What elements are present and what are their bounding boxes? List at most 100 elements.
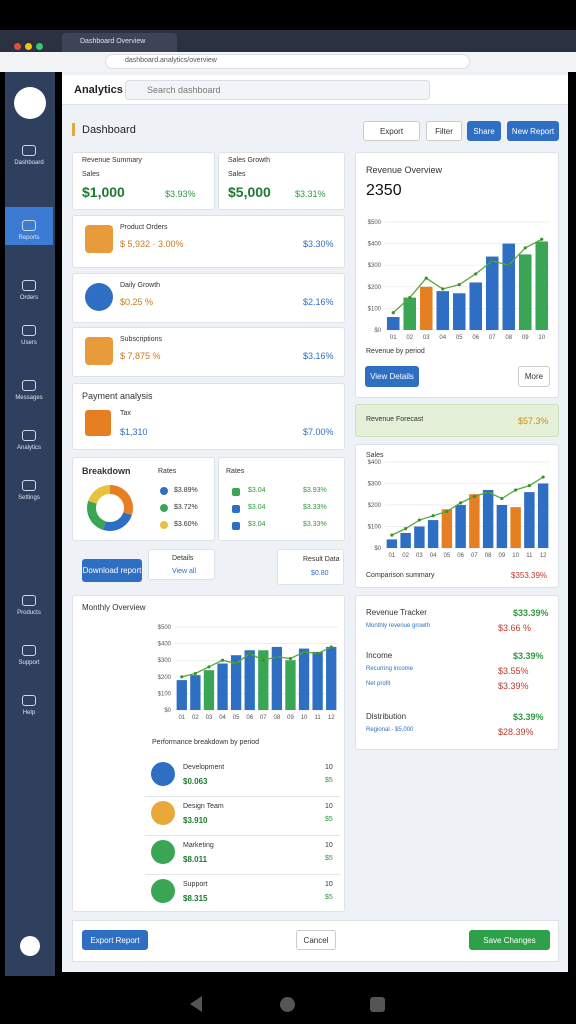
nav-icon — [22, 595, 36, 606]
card — [72, 595, 345, 912]
payment-value: $1,310 — [120, 427, 148, 437]
card — [72, 215, 345, 268]
card — [72, 273, 345, 323]
item-title: Product Orders — [120, 224, 168, 231]
rates-title: Rates — [158, 468, 177, 475]
card — [148, 549, 215, 580]
chart-caption: Revenue by period — [366, 348, 425, 355]
item-title: Daily Growth — [120, 282, 161, 289]
person-count: 10 — [325, 803, 333, 810]
tab — [62, 33, 177, 52]
icon — [85, 410, 111, 436]
tracker-sub-value: $28.39% — [498, 727, 534, 737]
help-btn[interactable] — [20, 936, 40, 956]
nav-item[interactable]: Messages — [15, 395, 43, 401]
nav-icon — [22, 430, 36, 441]
card — [72, 152, 215, 210]
nav-item[interactable]: Orders — [19, 295, 39, 301]
button[interactable]: Export — [363, 121, 420, 141]
stat-value: $1,000 — [82, 184, 125, 200]
details-link: View all — [172, 568, 196, 575]
url-field — [105, 54, 470, 69]
chart-caption: Comparison summary — [366, 572, 435, 579]
button[interactable]: New Report — [507, 121, 559, 141]
tracker-title: Revenue Tracker — [366, 608, 427, 617]
nav-item[interactable]: Analytics — [16, 445, 41, 451]
tracker-sub: Recurring income — [366, 666, 414, 672]
active-item — [5, 207, 53, 245]
card — [355, 444, 559, 588]
rate-value: $3.04 — [248, 487, 266, 494]
button[interactable]: More — [518, 366, 550, 387]
nav-icon — [22, 645, 36, 656]
person-value: $3.910 — [183, 816, 208, 825]
card — [72, 383, 345, 450]
tracker-extra-value: $3.39% — [498, 681, 529, 691]
stat-label: Sales Growth — [228, 157, 271, 164]
url: dashboard.analytics/overview — [125, 57, 217, 64]
rate-value: $3.04 — [248, 504, 266, 511]
icon — [14, 43, 21, 50]
stat-label: Revenue Summary — [82, 157, 142, 164]
page-title: Dashboard — [82, 124, 136, 136]
rates-title: Rates — [226, 468, 245, 475]
button[interactable]: View Details — [365, 366, 419, 387]
tracker-sub-value: $3.55% — [498, 666, 529, 676]
result-value: $0.80 — [311, 570, 329, 577]
item-detail: $0.25 % — [120, 297, 154, 307]
nav-item[interactable]: Settings — [18, 495, 40, 501]
icon — [370, 997, 385, 1012]
nav-item[interactable]: Reports — [18, 235, 40, 241]
nav-item[interactable]: Help — [22, 710, 36, 716]
nav-item[interactable]: Dashboard — [14, 160, 44, 166]
item-change: $3.30% — [303, 239, 334, 249]
chart-caption: Performance breakdown by period — [152, 739, 260, 746]
icon — [25, 43, 32, 50]
chart-title: Revenue Overview — [366, 165, 443, 175]
button[interactable]: Filter — [426, 121, 462, 141]
icon — [151, 801, 175, 825]
icon — [280, 997, 295, 1012]
button[interactable]: Save Changes — [469, 930, 550, 950]
nav-icon — [22, 145, 36, 156]
app-title: Analytics — [74, 84, 123, 96]
rate-change: $3.33% — [303, 504, 327, 511]
rate-value: $3.04 — [248, 521, 266, 528]
icon — [151, 840, 175, 864]
nav-item[interactable]: Users — [21, 340, 37, 346]
icon — [232, 488, 240, 496]
chart-footer: $353.39% — [511, 571, 548, 580]
tab-title: Dashboard Overview — [80, 38, 146, 45]
icon — [160, 521, 168, 529]
icon — [36, 43, 43, 50]
tracker-sub-value: $3.66 % — [498, 623, 532, 633]
person-change: $5 — [325, 894, 333, 901]
forecast — [355, 404, 559, 437]
nav-back — [190, 996, 202, 1012]
item-detail: $ 7,875 % — [120, 351, 161, 361]
nav-item[interactable]: Products — [17, 610, 41, 616]
person-name: Design Team — [183, 803, 224, 810]
icon — [85, 337, 113, 365]
stat-change: $3.31% — [295, 189, 326, 199]
nav-icon — [22, 280, 36, 291]
button[interactable]: Cancel — [296, 930, 336, 950]
title-accent — [72, 123, 75, 136]
payment-title: Payment analysis — [82, 391, 153, 401]
person-value: $8.011 — [183, 855, 208, 864]
person-count: 10 — [325, 764, 333, 771]
breakdown-title: Breakdown — [82, 466, 131, 476]
tracker-title: Income — [366, 651, 393, 660]
item-change: $2.16% — [303, 297, 334, 307]
chart-value: 2350 — [366, 182, 402, 199]
chart-title: Sales — [366, 452, 384, 459]
person-change: $5 — [325, 777, 333, 784]
divider — [145, 835, 340, 836]
button[interactable]: Share — [467, 121, 501, 141]
button[interactable]: Export Report — [82, 930, 148, 950]
breakdown-row: $3.89% — [174, 487, 198, 494]
nav-item[interactable]: Support — [18, 660, 40, 666]
person-change: $5 — [325, 816, 333, 823]
button[interactable]: Download report — [82, 559, 142, 582]
